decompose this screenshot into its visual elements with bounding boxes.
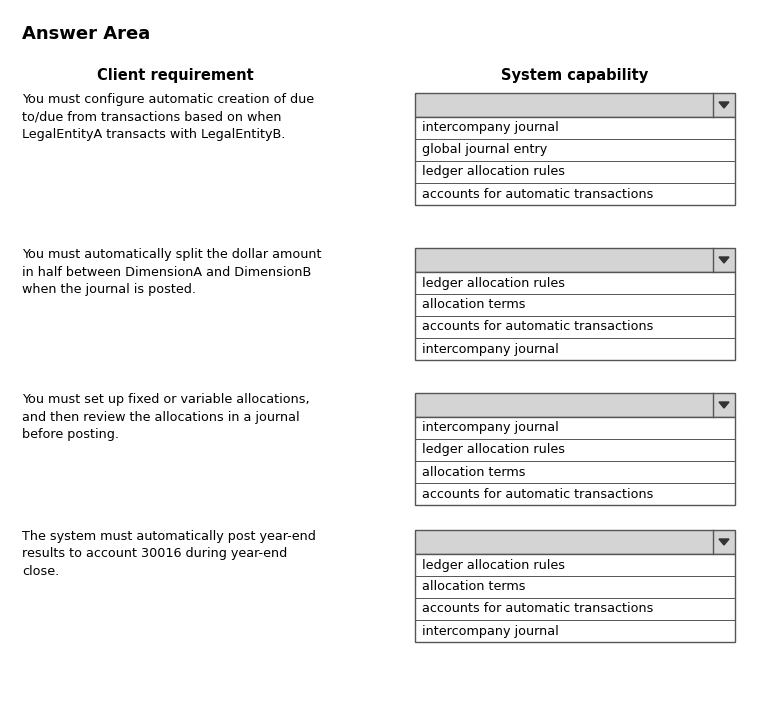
Bar xyxy=(415,117,735,205)
Text: accounts for automatic transactions: accounts for automatic transactions xyxy=(422,488,654,500)
Text: intercompany journal: intercompany journal xyxy=(422,625,559,637)
Text: System capability: System capability xyxy=(501,68,648,83)
Text: Client requirement: Client requirement xyxy=(96,68,253,83)
Text: ledger allocation rules: ledger allocation rules xyxy=(422,277,565,290)
Text: You must set up fixed or variable allocations,
and then review the allocations i: You must set up fixed or variable alloca… xyxy=(22,393,310,441)
Text: accounts for automatic transactions: accounts for automatic transactions xyxy=(422,188,654,201)
Bar xyxy=(415,248,735,272)
Text: allocation terms: allocation terms xyxy=(422,465,525,478)
Text: global journal entry: global journal entry xyxy=(422,143,547,156)
Polygon shape xyxy=(719,539,729,545)
Polygon shape xyxy=(719,102,729,108)
Text: accounts for automatic transactions: accounts for automatic transactions xyxy=(422,602,654,615)
Text: accounts for automatic transactions: accounts for automatic transactions xyxy=(422,320,654,333)
Text: allocation terms: allocation terms xyxy=(422,581,525,594)
Bar xyxy=(415,93,735,117)
Text: intercompany journal: intercompany journal xyxy=(422,422,559,435)
Bar xyxy=(415,554,735,642)
Text: You must automatically split the dollar amount
in half between DimensionA and Di: You must automatically split the dollar … xyxy=(22,248,322,296)
Text: The system must automatically post year-end
results to account 30016 during year: The system must automatically post year-… xyxy=(22,530,316,578)
Bar xyxy=(415,417,735,505)
Text: allocation terms: allocation terms xyxy=(422,298,525,311)
Text: ledger allocation rules: ledger allocation rules xyxy=(422,559,565,571)
Text: intercompany journal: intercompany journal xyxy=(422,343,559,356)
Text: Answer Area: Answer Area xyxy=(22,25,150,43)
Polygon shape xyxy=(719,257,729,263)
Polygon shape xyxy=(719,402,729,408)
Bar xyxy=(415,530,735,554)
Text: intercompany journal: intercompany journal xyxy=(422,121,559,135)
Bar xyxy=(415,272,735,360)
Bar xyxy=(415,393,735,417)
Text: You must configure automatic creation of due
to/due from transactions based on w: You must configure automatic creation of… xyxy=(22,93,314,141)
Text: ledger allocation rules: ledger allocation rules xyxy=(422,166,565,179)
Text: ledger allocation rules: ledger allocation rules xyxy=(422,444,565,457)
